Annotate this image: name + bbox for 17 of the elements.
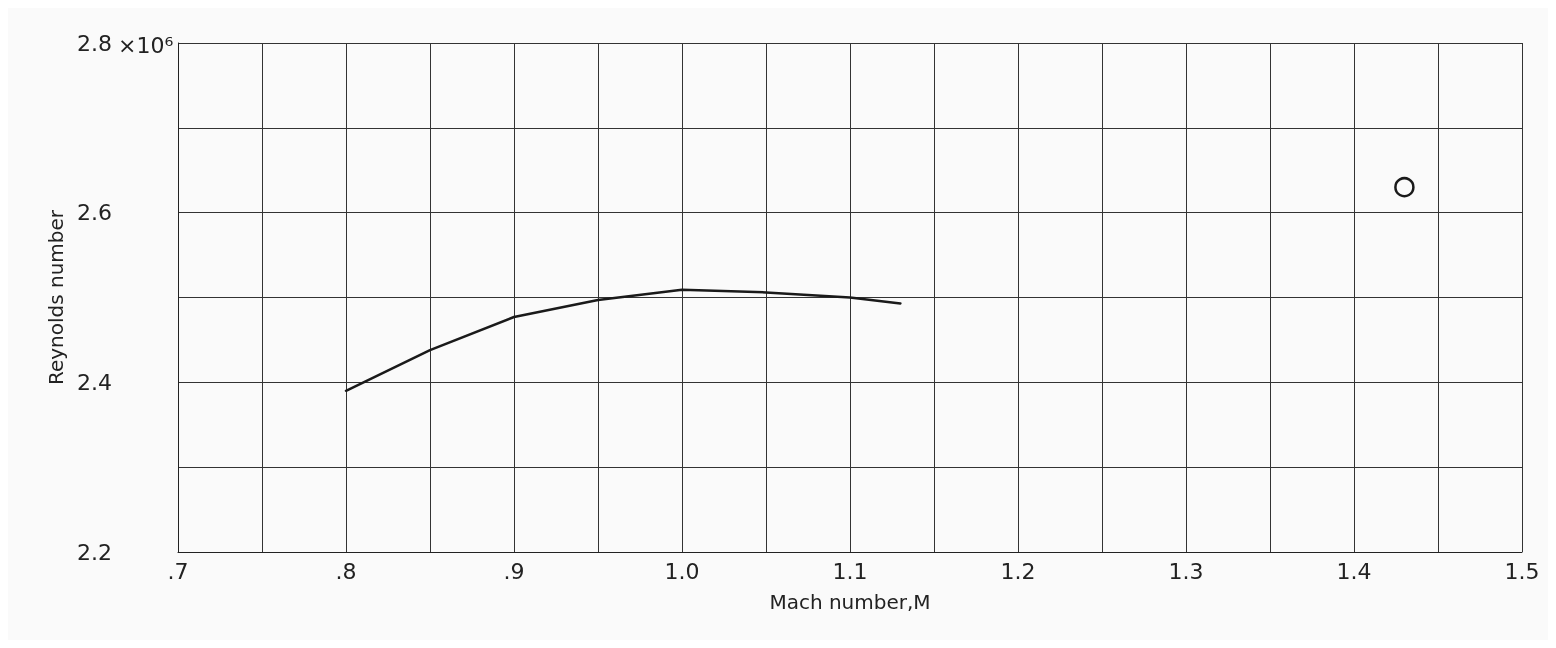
x-tick-label: 1.0 [664,558,700,584]
x-axis-title: Mach number,M [769,590,931,614]
x-tick-label: 1.1 [832,558,868,584]
x-tick-label: 1.2 [1000,558,1036,584]
y-axis-title: Reynolds number [44,209,69,386]
line-series [344,288,902,393]
x-tick-label: 1.4 [1336,558,1372,584]
x-tick-label: 1.3 [1168,558,1204,584]
y-tick-label: 2.8 [77,30,112,56]
x-tick-label: .8 [335,558,357,584]
x-tick-label: .9 [503,558,525,584]
y-tick-label: 2.6 [77,200,112,226]
y-tick-label: 2.4 [77,369,112,395]
text: ×10⁶ [118,32,174,58]
x-tick-label: 1.5 [1504,558,1540,584]
x-tick-label: .7 [167,558,189,584]
y-tick-label: 2.2 [77,539,112,565]
